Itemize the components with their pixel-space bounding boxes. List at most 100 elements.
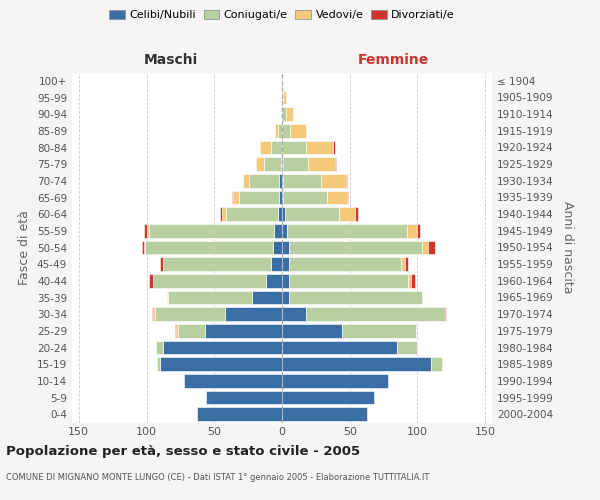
Bar	[397, 340, 418, 354]
Bar	[282, 390, 374, 404]
Bar	[289, 274, 408, 287]
Bar	[334, 140, 335, 154]
Bar	[256, 158, 265, 171]
Bar	[232, 190, 233, 204]
Bar	[307, 308, 445, 321]
Bar	[285, 208, 339, 221]
Bar	[346, 174, 347, 188]
Y-axis label: Fasce di età: Fasce di età	[19, 210, 31, 285]
Bar	[220, 208, 223, 221]
Bar	[282, 274, 289, 287]
Bar	[152, 308, 153, 321]
Bar	[411, 274, 415, 287]
Text: Popolazione per età, sesso e stato civile - 2005: Popolazione per età, sesso e stato civil…	[6, 445, 360, 458]
Bar	[160, 358, 282, 371]
Bar	[271, 258, 282, 271]
Bar	[307, 140, 334, 154]
Bar	[281, 108, 282, 121]
Bar	[401, 258, 405, 271]
Bar	[155, 308, 225, 321]
Legend: Celibi/Nubili, Coniugati/e, Vedovi/e, Divorziati/e: Celibi/Nubili, Coniugati/e, Vedovi/e, Di…	[105, 6, 459, 25]
Bar	[271, 140, 282, 154]
Bar	[281, 158, 282, 171]
Bar	[282, 290, 289, 304]
Bar	[282, 158, 283, 171]
Text: COMUNE DI MIGNANO MONTE LUNGO (CE) - Dati ISTAT 1° gennaio 2005 - Elaborazione T: COMUNE DI MIGNANO MONTE LUNGO (CE) - Dat…	[6, 473, 430, 482]
Bar	[149, 274, 153, 287]
Bar	[278, 124, 282, 138]
Bar	[265, 158, 281, 171]
Bar	[142, 240, 144, 254]
Bar	[283, 190, 327, 204]
Bar	[428, 240, 435, 254]
Bar	[226, 208, 278, 221]
Bar	[252, 290, 282, 304]
Bar	[176, 324, 178, 338]
Bar	[223, 208, 226, 221]
Bar	[282, 190, 283, 204]
Bar	[163, 258, 271, 271]
Bar	[287, 224, 407, 237]
Bar	[275, 124, 278, 138]
Bar	[239, 190, 279, 204]
Bar	[282, 308, 307, 321]
Bar	[289, 240, 422, 254]
Bar	[407, 224, 418, 237]
Bar	[197, 408, 282, 421]
Bar	[167, 290, 168, 304]
Bar	[283, 90, 286, 104]
Bar	[282, 374, 388, 388]
Bar	[418, 224, 420, 237]
Bar	[282, 358, 431, 371]
Bar	[184, 374, 282, 388]
Bar	[282, 258, 289, 271]
Y-axis label: Anni di nascita: Anni di nascita	[560, 201, 574, 294]
Bar	[282, 240, 289, 254]
Bar	[289, 258, 401, 271]
Bar	[153, 274, 266, 287]
Bar	[339, 208, 355, 221]
Bar	[250, 174, 279, 188]
Bar	[341, 324, 416, 338]
Bar	[279, 190, 282, 204]
Bar	[225, 308, 282, 321]
Bar	[168, 290, 252, 304]
Bar	[308, 158, 335, 171]
Bar	[149, 224, 274, 237]
Bar	[175, 324, 176, 338]
Bar	[260, 140, 271, 154]
Bar	[422, 240, 428, 254]
Bar	[160, 258, 163, 271]
Bar	[146, 224, 149, 237]
Bar	[266, 274, 282, 287]
Bar	[445, 308, 446, 321]
Bar	[282, 224, 287, 237]
Bar	[355, 208, 358, 221]
Bar	[206, 390, 282, 404]
Bar	[153, 308, 155, 321]
Bar	[278, 208, 282, 221]
Bar	[282, 208, 285, 221]
Bar	[327, 190, 347, 204]
Bar	[283, 174, 321, 188]
Bar	[233, 190, 239, 204]
Bar	[321, 174, 346, 188]
Bar	[145, 240, 272, 254]
Bar	[272, 240, 282, 254]
Bar	[290, 124, 307, 138]
Bar	[279, 174, 282, 188]
Bar	[243, 174, 250, 188]
Bar	[405, 258, 408, 271]
Bar	[144, 224, 146, 237]
Bar	[282, 108, 286, 121]
Bar	[282, 340, 397, 354]
Bar	[286, 108, 293, 121]
Bar	[282, 140, 307, 154]
Bar	[156, 340, 163, 354]
Bar	[335, 158, 336, 171]
Bar	[347, 190, 349, 204]
Bar	[274, 224, 282, 237]
Bar	[408, 274, 411, 287]
Bar	[282, 324, 341, 338]
Bar	[289, 290, 422, 304]
